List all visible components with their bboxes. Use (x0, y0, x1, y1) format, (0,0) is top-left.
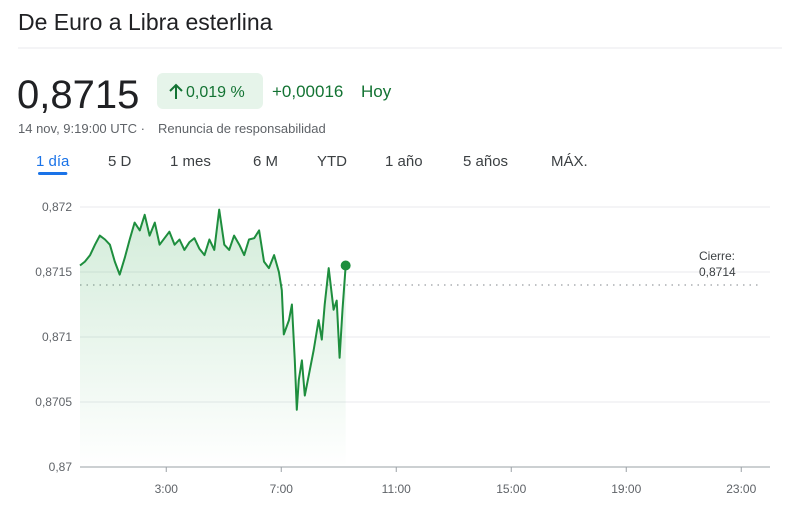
title: De Euro a Libra esterlina (18, 9, 273, 35)
price: 0,8715 (17, 73, 139, 117)
timestamp: 14 nov, 9:19:00 UTC · (18, 121, 145, 136)
y-tick-label: 0,8715 (35, 265, 72, 279)
up-arrow (169, 83, 183, 99)
change-pct: 0,019 % (186, 84, 245, 101)
x-tick-label: 19:00 (611, 482, 641, 496)
x-tick-label: 15:00 (496, 482, 526, 496)
close-value: 0,8714 (699, 265, 736, 279)
area (80, 209, 346, 467)
disclaimer-link[interactable]: Renuncia de responsabilidad (158, 121, 326, 136)
x-tick-label: 11:00 (382, 482, 411, 496)
close-label: Cierre: (699, 249, 735, 263)
tab[interactable]: 1 año (385, 153, 423, 170)
tab[interactable]: 6 M (253, 153, 278, 170)
tab[interactable]: 1 mes (170, 153, 211, 170)
x-tick-label: 3:00 (155, 482, 179, 496)
price-line (79, 208, 347, 411)
last-point (340, 260, 351, 271)
y-tick-label: 0,87 (49, 460, 73, 474)
tab[interactable]: 1 día (36, 153, 70, 170)
x-tick-label: 7:00 (270, 482, 294, 496)
x-tick-label: 23:00 (726, 482, 756, 496)
tab[interactable]: YTD (317, 153, 347, 170)
change-abs: +0,00016 (272, 82, 343, 101)
tab[interactable]: 5 años (463, 153, 508, 170)
y-tick-label: 0,872 (42, 200, 72, 214)
period: Hoy (361, 82, 392, 101)
tab[interactable]: 5 D (108, 153, 132, 170)
change-badge (157, 73, 263, 109)
y-tick-label: 0,871 (42, 330, 72, 344)
tab[interactable]: MÁX. (551, 153, 588, 170)
y-tick-label: 0,8705 (35, 395, 72, 409)
tab-underline (38, 172, 68, 175)
